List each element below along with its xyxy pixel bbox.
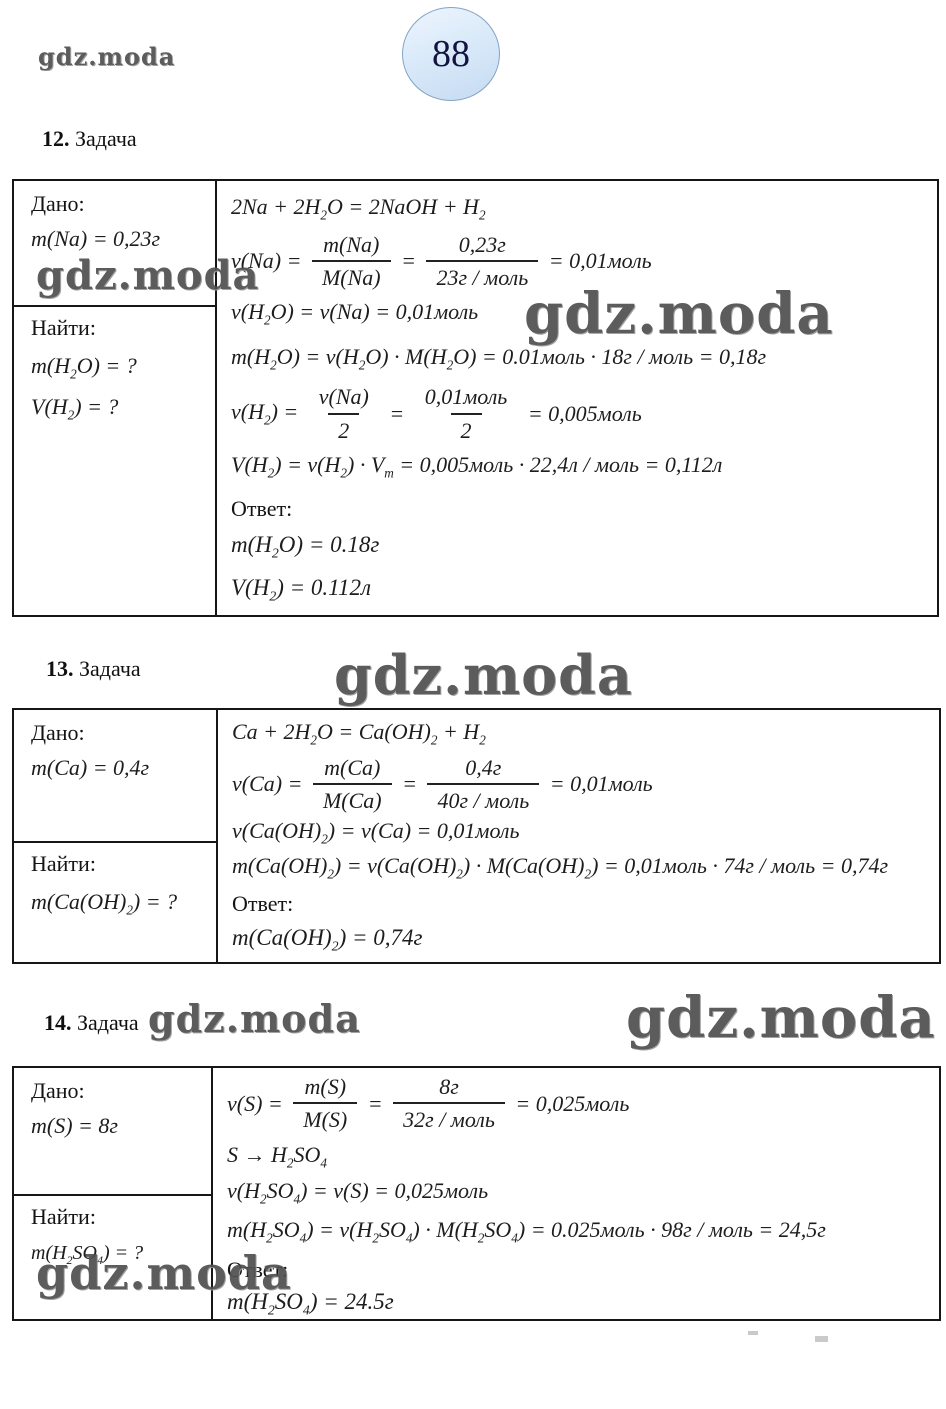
problem-number: 13. xyxy=(46,656,74,681)
find-line: V(H2) = ? xyxy=(31,394,119,423)
solution-line: Ca + 2H2O = Ca(OH)2 + H2 xyxy=(232,719,486,748)
find-label: Найти: xyxy=(31,1204,96,1229)
solution-line: ν(Ca) = m(Ca) M(Ca) = 0,4г 40г / моль = 0,… xyxy=(232,754,653,814)
watermark: gdz.moda xyxy=(524,281,834,347)
answer-label: Ответ: xyxy=(231,495,293,521)
given-line: m(Ca) = 0,4г xyxy=(31,755,150,780)
scan-artifact xyxy=(815,1336,828,1342)
solution-line: m(H2SO4) = ν(H2SO4) · M(H2SO4) = 0.025мо… xyxy=(227,1217,826,1246)
given-line: m(S) = 8г xyxy=(31,1113,118,1138)
given-cell: Дано: m(S) = 8г xyxy=(14,1068,211,1196)
problem-12-heading: 12. Задача xyxy=(42,126,137,152)
answer-label: Ответ: xyxy=(232,891,294,917)
solution-line: ν(H2) = ν(Na) 2 = 0,01моль 2 = 0,005моль xyxy=(231,384,642,443)
solution-line: m(H2O) = ν(H2O) · M(H2O) = 0.01моль · 18… xyxy=(231,344,767,373)
problem-title: Задача xyxy=(71,1010,139,1035)
page-number-badge: 88 xyxy=(402,7,500,101)
fraction: m(S) M(S) xyxy=(293,1074,358,1133)
fraction: 0,4г 40г / моль xyxy=(427,755,540,814)
solution-column: 2Na + 2H2O = 2NaOH + H2 ν(Na) = m(Na) M(N… xyxy=(217,181,937,615)
solution-line: ν(H2O) = ν(Na) = 0,01моль xyxy=(231,299,479,328)
watermark: gdz.moda xyxy=(36,1246,292,1300)
find-cell: Найти: m(H2SO4) = ? xyxy=(14,1196,211,1319)
solution-line: 2Na + 2H2O = 2NaOH + H2 xyxy=(231,194,486,223)
find-cell: Найти: m(H2O) = ? V(H2) = ? xyxy=(14,307,215,615)
find-line: m(H2O) = ? xyxy=(31,353,137,382)
solution-line: ν(Ca(OH)2) = ν(Ca) = 0,01моль xyxy=(232,818,520,847)
given-label: Дано: xyxy=(31,191,85,216)
fraction: m(Ca) M(Ca) xyxy=(312,755,392,814)
problem-12-table: Дано: m(Na) = 0,23г Найти: m(H2O) = ? V(… xyxy=(12,179,939,617)
given-cell: Дано: m(Ca) = 0,4г xyxy=(14,710,216,843)
solution-line: ν(H2SO4) = ν(S) = 0,025моль xyxy=(227,1178,489,1207)
fraction: 8г 32г / моль xyxy=(393,1074,505,1133)
answer-line: m(H2O) = 0.18г xyxy=(231,531,380,561)
solution-line: m(Ca(OH)2) = ν(Ca(OH)2) · M(Ca(OH)2) = 0… xyxy=(232,853,889,882)
problem-14-heading: 14. Задача xyxy=(44,1010,139,1036)
solution-column: ν(S) = m(S) M(S) = 8г 32г / моль = 0,025мо… xyxy=(213,1068,939,1319)
given-find-column: Дано: m(Na) = 0,23г Найти: m(H2O) = ? V(… xyxy=(14,181,217,615)
problem-number: 12. xyxy=(42,126,70,151)
watermark: gdz.moda xyxy=(626,985,936,1051)
problem-13-table: Дано: m(Ca) = 0,4г Найти: m(Ca(OH)2) = ?… xyxy=(12,708,941,964)
given-line: m(Na) = 0,23г xyxy=(31,226,161,251)
problem-title: Задача xyxy=(73,656,141,681)
solution-line: ν(Na) = m(Na) M(Na) = 0,23г 23г / моль = 0… xyxy=(231,231,652,291)
watermark: gdz.moda xyxy=(38,42,176,71)
fraction: 0,01моль 2 xyxy=(424,384,508,443)
problem-number: 14. xyxy=(44,1010,72,1035)
solution-line: S → H2SO4 xyxy=(227,1141,327,1170)
watermark: gdz.moda xyxy=(36,252,260,299)
solution-line: V(H2) = ν(H2) · Vm = 0,005моль · 22,4л /… xyxy=(231,451,723,481)
find-label: Найти: xyxy=(31,851,96,876)
given-label: Дано: xyxy=(31,1078,85,1103)
find-line: m(H2SO4) = ? xyxy=(31,1242,144,1267)
given-cell: Дано: m(Na) = 0,23г xyxy=(14,181,215,307)
find-cell: Найти: m(Ca(OH)2) = ? xyxy=(14,843,216,962)
given-label: Дано: xyxy=(31,720,85,745)
scan-artifact xyxy=(748,1331,758,1335)
answer-line: m(H2SO4) = 24.5г xyxy=(227,1289,394,1318)
solution-column: Ca + 2H2O = Ca(OH)2 + H2 ν(Ca) = m(Ca) M(… xyxy=(218,710,939,962)
page-number: 88 xyxy=(432,33,470,75)
fraction: m(Na) M(Na) xyxy=(311,232,391,291)
answer-line: V(H2) = 0.112л xyxy=(231,575,371,604)
problem-14-table: Дано: m(S) = 8г Найти: m(H2SO4) = ? ν(S)… xyxy=(12,1066,941,1321)
given-find-column: Дано: m(S) = 8г Найти: m(H2SO4) = ? xyxy=(14,1068,213,1319)
fraction: ν(Na) 2 xyxy=(318,384,369,443)
answer-line: m(Ca(OH)2) = 0,74г xyxy=(232,925,423,954)
solution-line: ν(S) = m(S) M(S) = 8г 32г / моль = 0,025мо… xyxy=(227,1074,630,1133)
watermark: gdz.moda xyxy=(334,643,633,707)
fraction: 0,23г 23г / моль xyxy=(426,232,539,291)
watermark: gdz.moda xyxy=(148,996,361,1041)
problem-title: Задача xyxy=(69,126,137,151)
find-label: Найти: xyxy=(31,315,96,340)
answer-label: Ответ: xyxy=(227,1257,289,1283)
find-line: m(Ca(OH)2) = ? xyxy=(31,889,178,918)
given-find-column: Дано: m(Ca) = 0,4г Найти: m(Ca(OH)2) = ? xyxy=(14,710,218,962)
problem-13-heading: 13. Задача xyxy=(46,656,141,682)
